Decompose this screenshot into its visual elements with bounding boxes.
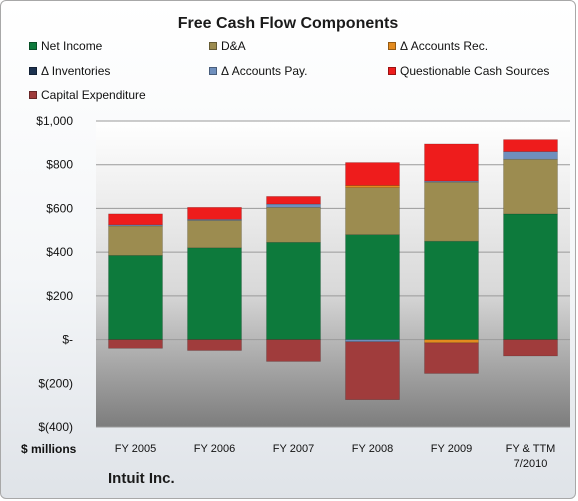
bar-segment [503, 213, 558, 340]
y-tick-label: $200 [46, 289, 73, 303]
y-tick-label: $- [62, 333, 73, 347]
y-tick-label: $600 [46, 201, 73, 215]
x-category-label: FY 2006 [194, 443, 235, 455]
legend-swatch [388, 42, 396, 50]
bar-segment [266, 203, 321, 208]
x-category-label: FY 2005 [115, 443, 156, 455]
legend-swatch [29, 42, 37, 50]
unit-label: $ millions [21, 442, 77, 456]
bar-segment [424, 339, 479, 344]
x-category-labels: FY 2005 FY 2006 FY 2007 FY 2008 FY 2009 FY & … [115, 443, 556, 470]
bar-segment [187, 247, 242, 340]
legend-swatch [29, 67, 37, 75]
chart-title: Free Cash Flow Components [177, 15, 399, 32]
legend-item-inventories: Δ Inventories [29, 64, 110, 78]
bar-segment [187, 207, 242, 220]
y-tick-label: $800 [46, 158, 73, 172]
legend-label: Net Income [41, 39, 103, 53]
legend-label: Δ Accounts Pay. [221, 64, 308, 78]
bar-segment [345, 234, 400, 340]
legend-item-accounts-pay: Δ Accounts Pay. [209, 64, 308, 78]
bars [108, 139, 558, 400]
company-name: Intuit Inc. [108, 470, 175, 487]
gridlines [96, 120, 570, 428]
bar-segment [108, 339, 163, 349]
x-category-label: FY 2007 [273, 443, 314, 455]
bar-segment [187, 339, 242, 351]
y-tick-label: $(200) [38, 376, 73, 390]
legend-label: Questionable Cash Sources [400, 64, 550, 78]
bar-segment [424, 342, 479, 374]
bar-segment [503, 151, 558, 160]
bar-segment [345, 187, 400, 235]
x-category-label: FY 2009 [431, 443, 472, 455]
bar-segment [187, 220, 242, 249]
bar-segment [503, 158, 558, 215]
legend-label: Capital Expenditure [41, 88, 146, 102]
plot-area [96, 121, 570, 427]
x-category-label: FY 2008 [352, 443, 393, 455]
bar-segment [424, 143, 479, 182]
bar-segment [345, 185, 400, 188]
legend-item-questionable-cash: Questionable Cash Sources [388, 64, 549, 78]
legend-swatch [388, 67, 396, 75]
y-tick-label: $400 [46, 245, 73, 259]
bar-segment [187, 219, 242, 221]
x-category-label: FY & TTM 7/2010 [506, 443, 556, 470]
legend-item-capital-expenditure: Capital Expenditure [29, 88, 146, 102]
legend-item-net-income: Net Income [29, 39, 102, 53]
y-tick-label: $(400) [38, 420, 73, 434]
y-tick-label: $1,000 [36, 114, 73, 128]
legend-item-accounts-rec: Δ Accounts Rec. [388, 39, 488, 53]
bar-segment [503, 339, 558, 357]
legend-label: Δ Accounts Rec. [400, 39, 489, 53]
bar-segment [424, 181, 479, 242]
legend-item-d-and-a: D&A [209, 39, 246, 53]
bar-segment [266, 196, 321, 205]
bar-segment [345, 341, 400, 400]
legend-label: Δ Inventories [41, 64, 111, 78]
bar-segment [266, 242, 321, 340]
bar-segment [424, 240, 479, 340]
bar-segment [108, 213, 163, 226]
bar-segment [266, 207, 321, 243]
bar-segment [345, 339, 400, 343]
bar-segment [266, 339, 321, 362]
legend-swatch [209, 42, 217, 50]
legend-label: D&A [221, 39, 246, 53]
legend-swatch [29, 91, 37, 99]
bar-segment [108, 255, 163, 340]
bar-segment [345, 162, 400, 186]
bar-segment [108, 225, 163, 256]
legend-swatch [209, 67, 217, 75]
y-tick-labels: $1,000 $800 $600 $400 $200 $- $(200) $(400) [36, 114, 73, 434]
bar-segment [503, 139, 558, 152]
